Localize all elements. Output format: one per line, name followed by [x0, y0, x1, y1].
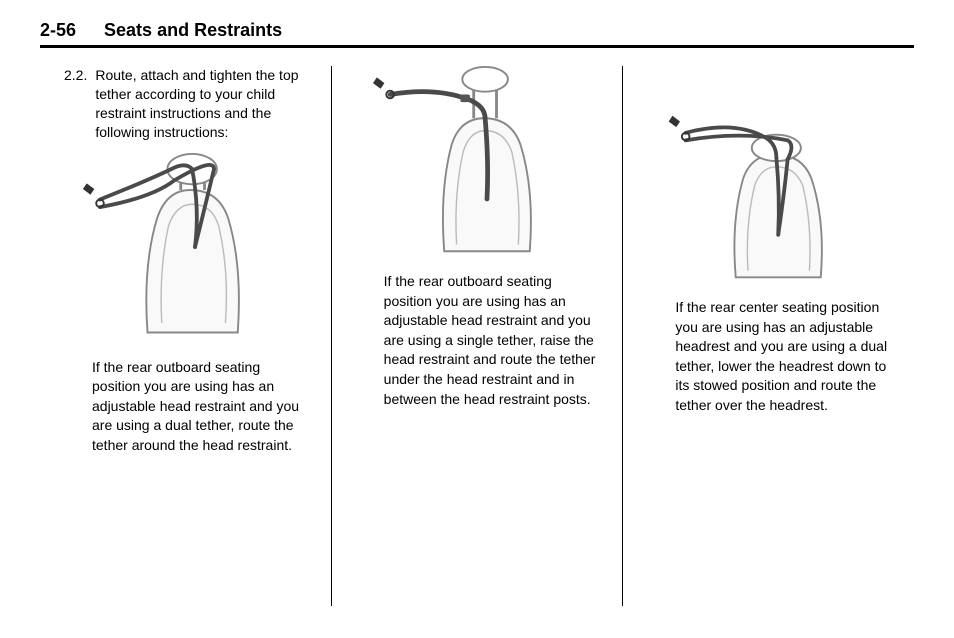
- column-2: If the rear outboard seating position yo…: [331, 66, 623, 606]
- column-1: 2.2. Route, attach and tighten the top t…: [40, 66, 331, 606]
- lead-instruction: 2.2. Route, attach and tighten the top t…: [58, 66, 313, 142]
- instruction-text: Route, attach and tighten the top tether…: [95, 66, 312, 142]
- figure-dual-tether-center: [641, 112, 896, 282]
- figure-single-tether-outboard: [350, 66, 605, 256]
- caption-1: If the rear outboard seating position yo…: [58, 358, 313, 456]
- content-columns: 2.2. Route, attach and tighten the top t…: [40, 66, 914, 606]
- column-3: If the rear center seating position you …: [622, 66, 914, 606]
- seat-illustration-icon: [646, 112, 892, 282]
- caption-3: If the rear center seating position you …: [641, 298, 896, 416]
- section-title: Seats and Restraints: [104, 20, 282, 41]
- instruction-number: 2.2.: [64, 66, 87, 142]
- seat-illustration-icon: [62, 152, 309, 342]
- seat-illustration-icon: [354, 66, 601, 256]
- page-header: 2-56 Seats and Restraints: [40, 20, 914, 48]
- caption-2: If the rear outboard seating position yo…: [350, 272, 605, 409]
- spacer: [641, 66, 896, 112]
- page-number: 2-56: [40, 20, 76, 41]
- figure-dual-tether-outboard: [58, 152, 313, 342]
